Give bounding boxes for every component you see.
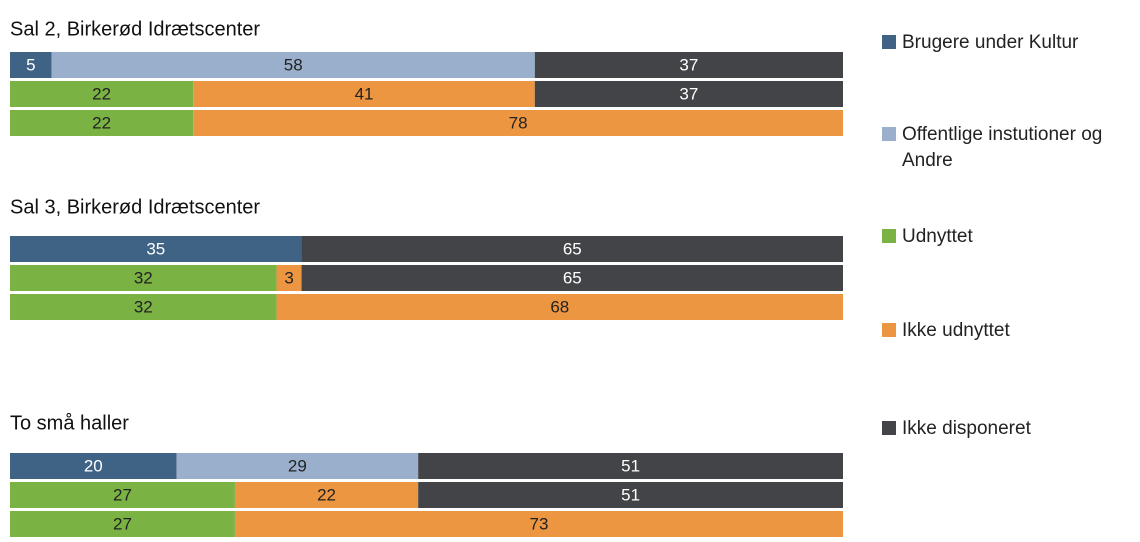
data-label: 22 [317,485,336,504]
data-label: 58 [284,55,303,74]
bar-segment [276,294,843,320]
bar-segment [10,236,302,262]
legend-item: Brugere under Kultur [880,30,1140,56]
bar-segment [193,110,843,136]
legend-label: Brugere under Kultur [902,32,1079,53]
data-label: 20 [84,456,103,475]
legend-swatch [882,323,896,337]
bar-segment [276,265,302,291]
bar-segment [234,482,419,508]
data-label: 5 [26,55,35,74]
legend-label: Offentlige instutioner og Andre [902,124,1103,171]
bar-segment [10,453,177,479]
data-label: 78 [509,113,528,132]
data-label: 51 [621,485,640,504]
bar-segment [10,110,194,136]
legend-item: Ikke udnyttet [880,318,1140,344]
legend-swatch [882,127,896,141]
bar-segment [10,265,277,291]
bar-segment [534,52,843,78]
bar-segment [10,482,235,508]
legend-swatch [882,35,896,49]
bar-segment [301,265,843,291]
legend-label: Ikke disponeret [902,418,1031,439]
bar-segment [234,511,843,537]
legend-swatch [882,229,896,243]
legend-label: Ikke udnyttet [902,320,1010,341]
bar-segment [418,482,843,508]
data-label: 51 [621,456,640,475]
data-label: 29 [288,456,307,475]
legend-label: Udnyttet [902,226,973,247]
data-label: 37 [679,55,698,74]
data-label: 35 [146,239,165,258]
bar-segment [10,52,52,78]
legend-item: Ikke disponeret [880,416,1140,442]
data-label: 22 [92,84,111,103]
panel-title: To små haller [10,412,129,434]
legend-item: Offentlige instutioner og Andre [880,122,1140,174]
data-label: 22 [92,113,111,132]
bar-segment [418,453,843,479]
data-label: 65 [563,239,582,258]
panel-title: Sal 2, Birkerød Idrætscenter [10,18,260,40]
bar-segment [10,81,194,107]
data-label: 41 [355,84,374,103]
data-label: 65 [563,268,582,287]
data-label: 32 [134,297,153,316]
chart: Sal 2, Birkerød Idrætscenter 5 58 37 22 41 37 2… [10,18,843,537]
data-label: 37 [679,84,698,103]
bar-segment [534,81,843,107]
bar-segment [301,236,843,262]
bar-segment [193,81,535,107]
data-label: 3 [284,268,293,287]
data-label: 73 [529,514,548,533]
bar-segment [10,294,277,320]
bar-segment [10,511,235,537]
bar-segment [176,453,419,479]
data-label: 27 [113,514,132,533]
legend-swatch [882,421,896,435]
bar-segment [51,52,535,78]
data-label: 32 [134,268,153,287]
panel-title: Sal 3, Birkerød Idrætscenter [10,196,260,218]
data-label: 68 [550,297,569,316]
data-label: 27 [113,485,132,504]
legend-item: Udnyttet [880,224,1140,250]
